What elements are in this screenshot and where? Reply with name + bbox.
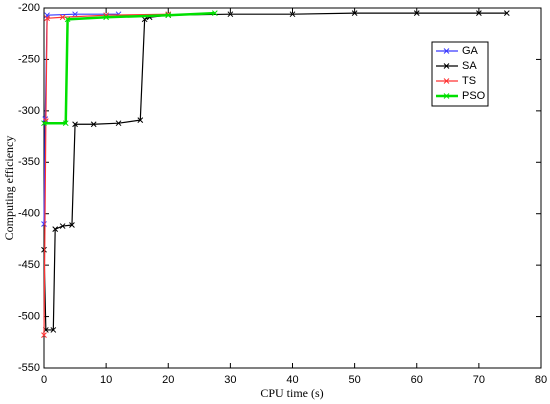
y-tick-label: -550: [18, 362, 40, 374]
y-tick-label: -500: [18, 310, 40, 322]
marker: [413, 10, 420, 16]
marker: [41, 332, 47, 338]
marker: [59, 223, 66, 229]
marker: [52, 226, 59, 232]
legend-label: GA: [462, 45, 479, 57]
legend-label: TS: [462, 75, 476, 87]
legend-label: PSO: [462, 90, 486, 102]
legend-marker: [443, 93, 450, 99]
marker: [289, 11, 296, 18]
series-line: [43, 13, 169, 336]
y-tick-label: -200: [18, 2, 40, 14]
x-tick-label: 30: [224, 374, 236, 386]
x-tick-label: 0: [41, 374, 47, 386]
y-tick-label: -350: [18, 156, 40, 168]
marker: [69, 222, 75, 228]
marker: [115, 120, 122, 127]
y-axis-label: Computing efficiency: [2, 136, 16, 241]
marker: [90, 121, 97, 128]
x-tick-label: 60: [411, 374, 423, 386]
x-tick-label: 40: [286, 374, 298, 386]
marker: [62, 120, 69, 127]
marker: [41, 221, 47, 227]
y-tick-label: -250: [18, 53, 40, 65]
marker: [103, 14, 109, 21]
marker: [41, 246, 47, 253]
x-tick-label: 20: [162, 374, 174, 386]
x-tick-label: 70: [473, 374, 485, 386]
marker: [72, 121, 78, 128]
legend-marker: [443, 78, 450, 84]
x-tick-label: 50: [349, 374, 361, 386]
series-line: [44, 11, 215, 125]
marker: [137, 117, 144, 123]
marker: [351, 10, 358, 16]
marker: [503, 10, 510, 16]
y-tick-label: -300: [18, 105, 40, 117]
marker: [64, 16, 71, 23]
y-tick-label: -450: [18, 259, 40, 271]
marker: [227, 11, 234, 18]
marker: [59, 14, 66, 21]
y-tick-label: -400: [18, 208, 40, 220]
marker: [41, 120, 47, 127]
marker: [72, 11, 78, 18]
marker: [165, 12, 172, 19]
marker: [141, 16, 148, 23]
x-tick-label: 80: [535, 374, 547, 386]
marker: [50, 327, 57, 333]
legend-marker: [443, 63, 450, 69]
x-tick-label: 10: [100, 374, 112, 386]
x-axis-label: CPU time (s): [260, 386, 323, 400]
marker: [44, 15, 50, 22]
legend-label: SA: [462, 60, 477, 72]
legend-marker: [443, 48, 450, 54]
marker: [476, 10, 482, 16]
marker: [211, 10, 218, 16]
